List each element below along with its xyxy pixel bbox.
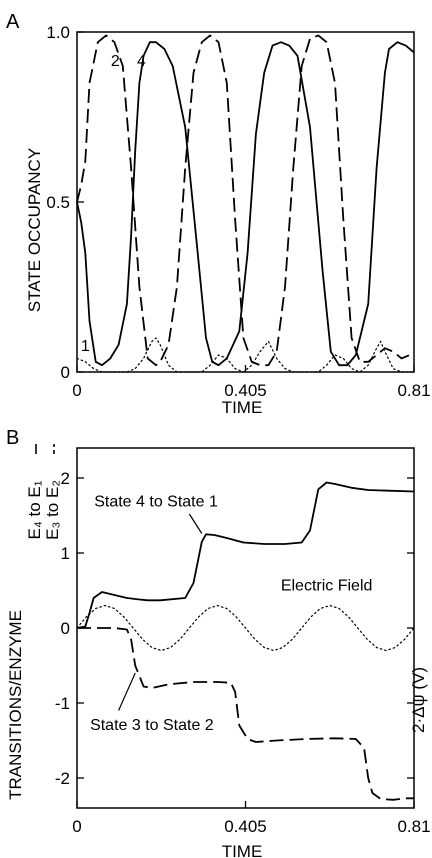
panel-b-xtick-label: 0.405 bbox=[224, 817, 267, 836]
panel-b-ytick-label: 0 bbox=[61, 619, 70, 638]
panel-b-label: B bbox=[6, 427, 19, 449]
panel-b-ylabel-e3-e2: E₃ to E₂ bbox=[43, 480, 62, 540]
panel-a-xtick-label: 0.405 bbox=[224, 381, 267, 400]
annotation-leader-state4 bbox=[188, 513, 203, 534]
panel-b-xlabel: TIME bbox=[222, 842, 263, 858]
panel-b-ytick-label: 2 bbox=[61, 469, 70, 488]
panel-b-ytick-label: -1 bbox=[55, 694, 70, 713]
annotation-electric-field: Electric Field bbox=[281, 578, 373, 595]
panel-a-curve-label: 4 bbox=[137, 53, 146, 70]
panel-b-xtick-label: 0.81 bbox=[397, 817, 430, 836]
panel-b-plot: 2 1 0 -1 -2 0 0.405 0.81 State 4 to State 1 Elect… bbox=[55, 447, 431, 836]
panel-b-ytick-label: 1 bbox=[61, 544, 70, 563]
panel-a-xtick-label: 0 bbox=[72, 381, 81, 400]
panel-a-ytick-label: 0 bbox=[61, 363, 70, 382]
panel-a-curve-label: 2 bbox=[111, 53, 120, 70]
panel-a-series-2 bbox=[76, 34, 414, 367]
panel-a-curve-label: 1 bbox=[81, 338, 90, 355]
panel-b-series-1 bbox=[76, 481, 415, 629]
panel-b-series-3 bbox=[76, 604, 415, 652]
panel-a-label: A bbox=[6, 11, 20, 33]
panel-a-ytick-label: 0.5 bbox=[46, 193, 70, 212]
panel-a-ytick-label: 1.0 bbox=[46, 23, 70, 42]
panel-a-xtick-label: 0.81 bbox=[397, 381, 430, 400]
panel-a-ylabel: STATE OCCUPANCY bbox=[25, 148, 44, 312]
annotation-leader-state3 bbox=[118, 672, 136, 711]
panel-a-xlabel: TIME bbox=[222, 398, 263, 417]
annotation-state4-state1: State 4 to State 1 bbox=[94, 494, 218, 511]
panel-b-ylabel: TRANSITIONS/ENZYME bbox=[6, 610, 25, 800]
panel-b-ytick-label: -2 bbox=[55, 769, 70, 788]
panel-b-xtick-label: 0 bbox=[72, 817, 81, 836]
panel-a-plot: 0 0.5 1.0 0 0.405 0.81 1 2 4 bbox=[46, 23, 430, 400]
annotation-state3-state2: State 3 to State 2 bbox=[90, 717, 214, 734]
panel-a-series-1 bbox=[76, 41, 415, 367]
panel-a-series-3 bbox=[76, 337, 415, 373]
panel-b-ylabel-e4-e1: E₄ to E₁ bbox=[25, 480, 44, 539]
panel-b-series-2 bbox=[77, 627, 414, 801]
panel-b-ylabel-right: 2·Δψ (V) bbox=[409, 667, 428, 733]
